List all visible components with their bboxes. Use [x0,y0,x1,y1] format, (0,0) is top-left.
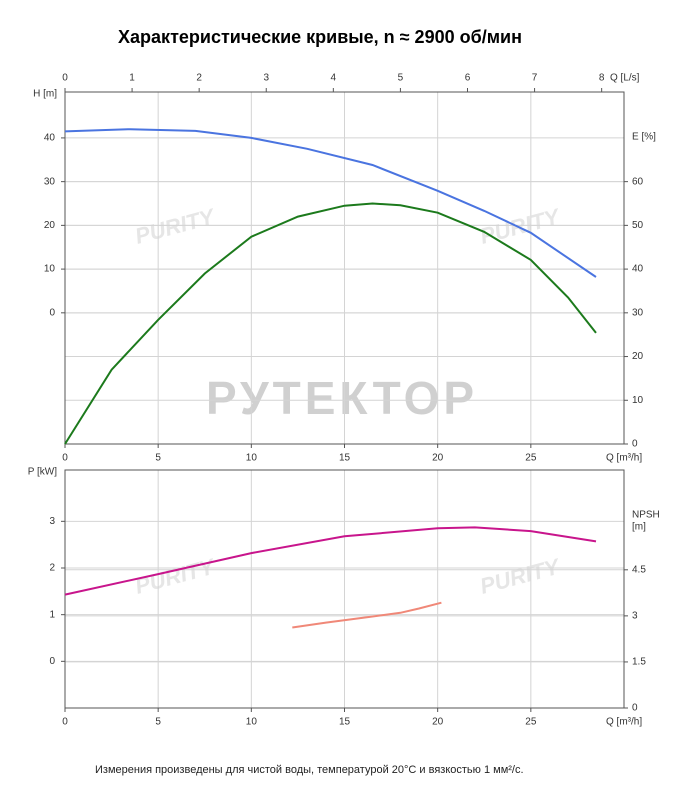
x-axis-label: Q [m³/h] [606,717,642,728]
y2-tick-label: 1.5 [632,657,646,668]
y2-tick-label: 40 [632,264,644,275]
y-tick-label: 20 [44,220,56,231]
x2-tick-label: 4 [331,73,337,84]
y-tick-label: 1 [49,609,55,620]
y-axis-label: P [kW] [28,467,57,478]
y2-tick-label: 50 [632,220,644,231]
x-tick-label: 5 [155,717,161,728]
x-axis-label: Q [m³/h] [606,453,642,464]
series-line [64,526,597,596]
y2-axis-label: NPSH [632,510,660,521]
y2-axis-label: E [%] [632,132,656,143]
x-tick-label: 0 [62,453,68,464]
x-tick-label: 15 [339,453,351,464]
watermark-logo: PURITY [477,553,564,599]
x2-tick-label: 5 [398,73,404,84]
x2-tick-label: 0 [62,73,68,84]
x-tick-label: 10 [246,717,258,728]
y-axis-label: H [m] [33,89,57,100]
y-tick-label: 30 [44,176,56,187]
y-tick-label: 10 [44,264,56,275]
x2-axis-label: Q [L/s] [610,73,640,84]
y2-tick-label: 30 [632,307,644,318]
y-tick-label: 2 [49,563,55,574]
x2-tick-label: 7 [532,73,538,84]
y2-tick-label: 0 [632,439,638,450]
y-tick-label: 0 [49,307,55,318]
y2-tick-label: 20 [632,351,644,362]
y2-tick-label: 10 [632,395,644,406]
watermark-logo: PURITY [477,203,564,249]
x-tick-label: 15 [339,717,351,728]
x-tick-label: 20 [432,717,444,728]
y-tick-label: 0 [49,656,55,667]
series-line [292,601,442,629]
series-line [64,128,597,278]
page-title: Характеристические кривые, n ≈ 2900 об/м… [118,27,522,47]
y2-axis-unit: [m] [632,522,646,533]
y2-tick-label: 3 [632,611,638,622]
x-tick-label: 5 [155,453,161,464]
watermark: РУТЕКТОР [206,372,478,424]
footnote: Измерения произведены для чистой воды, т… [95,764,524,776]
x2-tick-label: 6 [465,73,471,84]
x-tick-label: 25 [525,717,537,728]
series-line [64,202,597,445]
y2-tick-label: 60 [632,176,644,187]
x2-tick-label: 3 [263,73,269,84]
x-tick-label: 20 [432,453,444,464]
y2-tick-label: 4.5 [632,564,646,575]
x-tick-label: 25 [525,453,537,464]
x2-tick-label: 8 [599,73,605,84]
y-tick-label: 3 [49,516,55,527]
y-tick-label: 40 [44,133,56,144]
x2-tick-label: 2 [196,73,202,84]
watermark-logo: PURITY [132,203,219,249]
x2-tick-label: 1 [129,73,135,84]
x-tick-label: 0 [62,717,68,728]
y2-tick-label: 0 [632,703,638,714]
x-tick-label: 10 [246,453,258,464]
